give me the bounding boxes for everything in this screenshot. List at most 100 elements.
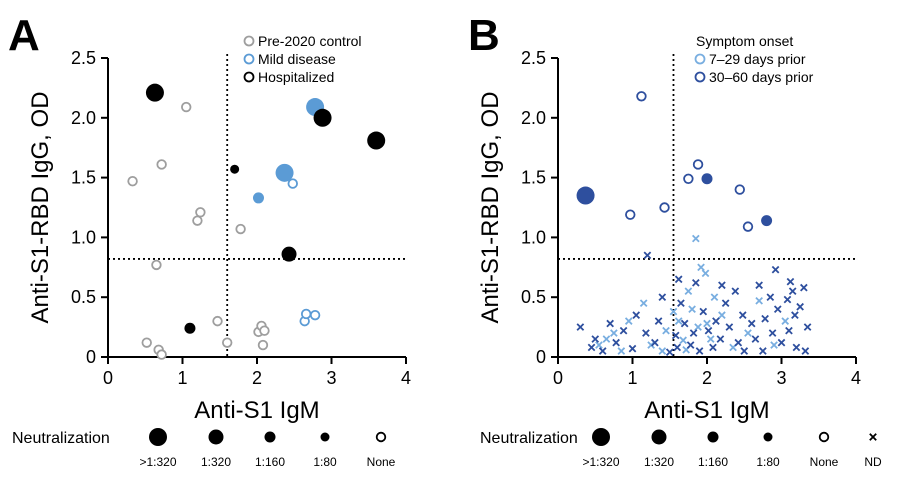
x-tick-label: 1 xyxy=(177,368,187,388)
y-tick-label: 1.0 xyxy=(521,227,546,247)
panel-b: B 0 1 2 3 4 0 0.5 1.0 1.5 2.0 2.5 Anti-S1 IgM Anti-S1… xyxy=(468,11,882,469)
data-point xyxy=(768,329,777,337)
data-point xyxy=(712,317,720,325)
legend-label: 7–29 days prior xyxy=(709,51,806,67)
data-point xyxy=(680,319,689,328)
legend-marker xyxy=(243,71,255,83)
panel-letter: B xyxy=(468,11,500,60)
data-point xyxy=(665,348,674,357)
data-point xyxy=(718,281,726,290)
data-point xyxy=(747,319,756,328)
legend-marker xyxy=(243,53,255,65)
legend-marker xyxy=(694,71,706,83)
x-tick-label: 3 xyxy=(776,368,786,388)
data-point xyxy=(275,163,294,182)
data-point xyxy=(313,108,332,127)
data-point xyxy=(786,277,795,286)
neutralization-label: 1:320 xyxy=(201,455,231,469)
data-point xyxy=(704,326,713,335)
x-tick-label: 0 xyxy=(553,368,563,388)
data-point xyxy=(785,326,793,335)
data-point xyxy=(628,344,637,353)
data-point xyxy=(759,347,767,355)
data-point xyxy=(625,209,636,220)
data-point xyxy=(783,295,792,304)
data-point xyxy=(658,347,667,355)
neutralization-label: >1:320 xyxy=(582,455,619,469)
neutralization-marker xyxy=(651,429,667,445)
data-point xyxy=(791,311,799,319)
data-point xyxy=(800,283,808,292)
legend-marker xyxy=(243,35,255,47)
data-point xyxy=(300,308,312,320)
series-group xyxy=(127,101,270,360)
data-point xyxy=(624,317,633,325)
panel-letter: A xyxy=(8,11,40,60)
data-point xyxy=(662,326,670,335)
data-point xyxy=(792,343,801,352)
data-point xyxy=(677,299,685,308)
series-group xyxy=(576,91,812,357)
data-point xyxy=(647,341,655,349)
neutralization-marker xyxy=(763,432,773,442)
data-point xyxy=(673,343,682,352)
data-point xyxy=(701,269,710,278)
data-point xyxy=(151,259,162,271)
data-point xyxy=(709,343,717,352)
neutralization-marker xyxy=(592,428,610,446)
data-point xyxy=(734,184,745,195)
neutralization-marker xyxy=(818,431,830,443)
data-point xyxy=(651,338,659,347)
data-point xyxy=(156,159,167,170)
data-point xyxy=(761,215,773,227)
data-point xyxy=(674,275,683,284)
data-point xyxy=(742,221,754,232)
data-point xyxy=(697,263,705,272)
data-point xyxy=(658,293,667,302)
data-point xyxy=(744,329,752,337)
y-axis-title: Anti-S1-RBD IgG, OD xyxy=(477,91,504,323)
data-point xyxy=(706,335,715,343)
y-axis-title: Anti-S1-RBD IgG, OD xyxy=(27,91,54,323)
data-point xyxy=(576,186,595,205)
data-point xyxy=(309,309,321,321)
data-point xyxy=(602,335,611,343)
y-tick-label: 2.5 xyxy=(71,48,96,68)
data-point xyxy=(281,246,297,262)
data-point xyxy=(740,347,749,355)
data-point xyxy=(181,101,192,113)
x-tick-label: 3 xyxy=(326,368,336,388)
data-point xyxy=(287,178,298,189)
data-point xyxy=(755,281,763,290)
data-point xyxy=(654,317,663,325)
x-tick-label: 4 xyxy=(851,368,861,388)
data-point xyxy=(595,341,603,349)
data-point xyxy=(751,335,760,343)
neutralization-label: 1:80 xyxy=(756,455,780,469)
data-point xyxy=(141,337,152,348)
data-point xyxy=(671,331,680,340)
data-point xyxy=(683,173,694,184)
data-point xyxy=(689,329,698,337)
neutralization-label: 1:160 xyxy=(255,455,285,469)
x-tick-label: 2 xyxy=(702,368,712,388)
y-tick-label: 1.5 xyxy=(521,168,546,188)
data-point xyxy=(734,338,743,347)
neutralization-marker xyxy=(149,428,167,446)
neutralization-marker xyxy=(320,432,330,442)
data-point xyxy=(796,302,804,311)
legend-label: Mild disease xyxy=(258,51,336,67)
neutralization-label: ND xyxy=(864,455,882,469)
data-point xyxy=(718,311,726,319)
data-point xyxy=(803,323,812,331)
neutralization-marker xyxy=(375,431,387,443)
data-point xyxy=(610,329,618,337)
data-point xyxy=(145,83,164,102)
data-point xyxy=(669,307,678,316)
neutralization-label: 1:160 xyxy=(698,455,728,469)
data-point xyxy=(770,341,778,349)
data-point xyxy=(771,265,780,274)
neutralization-title: Neutralization xyxy=(480,430,578,447)
data-point xyxy=(643,251,652,260)
